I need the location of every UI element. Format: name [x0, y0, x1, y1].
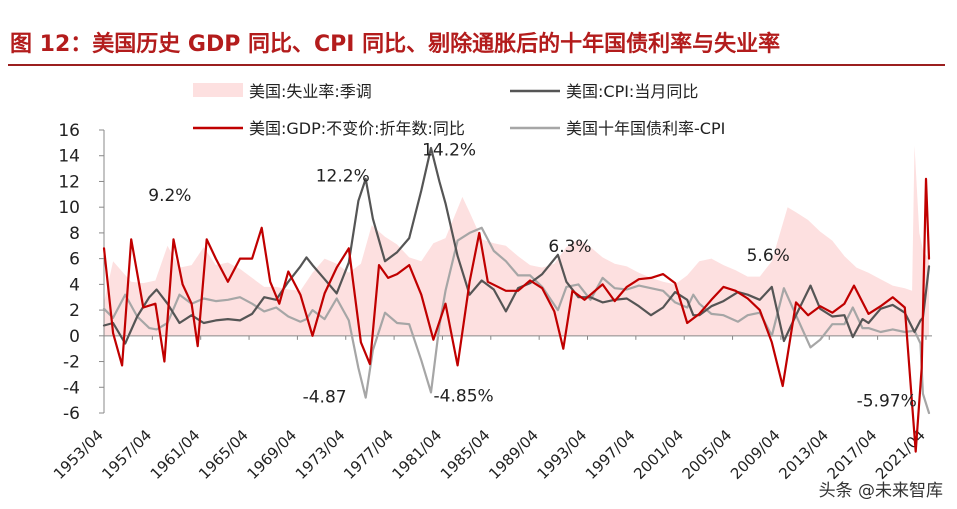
- unemployment-area-series: [104, 145, 929, 336]
- x-tick-label: 1981/04: [388, 426, 445, 483]
- cpi-line: [102, 146, 931, 345]
- x-tick-label: 2001/04: [630, 426, 687, 483]
- annotation-label: -4.85%: [434, 386, 494, 406]
- legend-real-yield: 美国十年国债利率-CPI: [510, 119, 725, 138]
- legend-label: 美国:失业率:季调: [249, 82, 372, 101]
- x-tick-label: 2009/04: [727, 426, 784, 483]
- annotations: 9.2% 12.2% 14.2% 6.3% 5.6% -4.87 -4.85% -5.97%: [148, 141, 916, 412]
- x-tick-label: 2005/04: [679, 426, 736, 483]
- x-tick-label: 1961/04: [147, 426, 204, 483]
- y-tick-label: 10: [58, 198, 80, 218]
- watermark: 头条 @未来智库: [818, 481, 943, 501]
- x-tick-label: 1997/04: [582, 426, 639, 483]
- chart-title: 图 12：美国历史 GDP 同比、CPI 同比、剔除通胀后的十年国债利率与失业率: [10, 32, 781, 57]
- real-yield-line: [102, 226, 931, 415]
- annotation-label: 9.2%: [148, 186, 191, 206]
- line-series: [102, 146, 931, 453]
- x-tick-label: 1977/04: [340, 426, 397, 483]
- legend-cpi: 美国:CPI:当月同比: [510, 82, 698, 101]
- x-tick-label: 1953/04: [50, 426, 107, 483]
- legend-gdp: 美国:GDP:不变价:折年数:同比: [193, 119, 465, 138]
- y-tick-label: -6: [63, 404, 80, 424]
- x-tick-label: 2021/04: [872, 426, 929, 483]
- x-tick-label: 2013/04: [775, 426, 832, 483]
- x-tick-label: 1993/04: [534, 426, 591, 483]
- annotation-label: -4.87: [303, 388, 347, 408]
- y-tick-label: 12: [58, 172, 80, 192]
- annotation-label: 6.3%: [548, 237, 591, 257]
- unemployment-area: [104, 145, 929, 336]
- y-tick-label: 2: [69, 301, 80, 321]
- y-tick-label: -2: [63, 353, 80, 373]
- x-tick-label: 1969/04: [243, 426, 300, 483]
- annotation-label: 12.2%: [316, 166, 370, 186]
- legend-label: 美国:CPI:当月同比: [566, 82, 698, 101]
- y-tick-label: 14: [58, 147, 80, 167]
- y-tick-label: 0: [69, 327, 80, 347]
- y-tick-label: -4: [63, 378, 80, 398]
- y-tick-label: 8: [69, 224, 80, 244]
- annotation-label: 5.6%: [747, 246, 790, 266]
- legend-unemployment: 美国:失业率:季调: [193, 82, 372, 101]
- x-tick-label: 2017/04: [824, 426, 881, 483]
- x-tick-label: 1985/04: [437, 426, 494, 483]
- y-tick-label: 4: [69, 275, 80, 295]
- gdp-line: [102, 177, 931, 453]
- annotation-label: 14.2%: [422, 141, 476, 161]
- y-tick-label: 16: [58, 121, 80, 141]
- legend-label: 美国:GDP:不变价:折年数:同比: [249, 119, 465, 138]
- x-tick-label: 1989/04: [485, 426, 542, 483]
- x-tick-label: 1965/04: [195, 426, 252, 483]
- title-underline: [8, 64, 945, 66]
- x-tick-label: 1957/04: [98, 426, 155, 483]
- annotation-label: -5.97%: [857, 392, 917, 412]
- y-tick-label: 6: [69, 250, 80, 270]
- legend-swatch: [193, 83, 243, 97]
- legend-label: 美国十年国债利率-CPI: [566, 119, 725, 138]
- x-tick-label: 1973/04: [292, 426, 349, 483]
